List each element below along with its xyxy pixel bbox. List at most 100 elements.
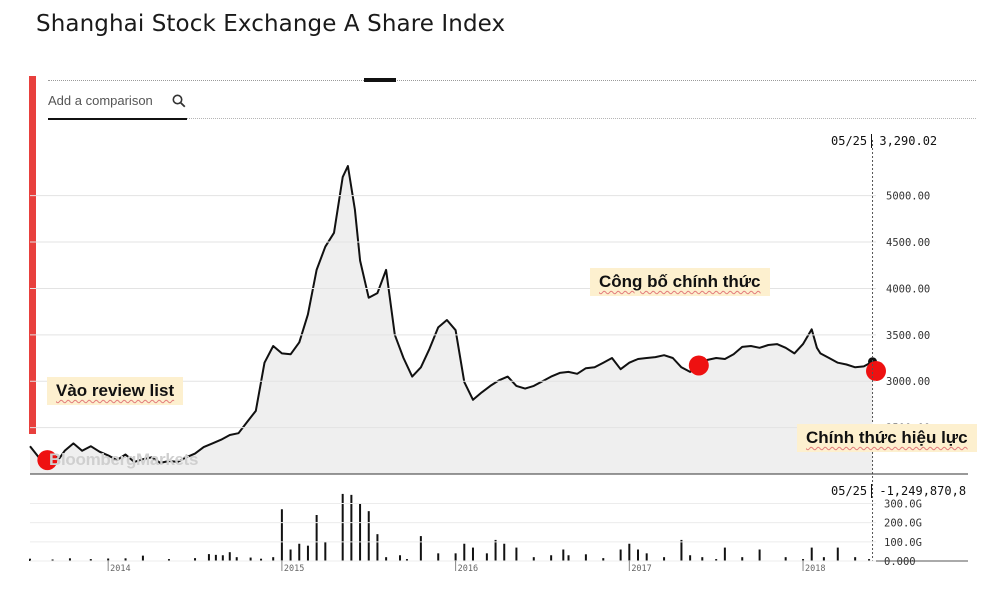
- volume-bar: [280, 509, 283, 561]
- price-readout-value: 3,290.02: [879, 134, 938, 148]
- volume-bar: [272, 557, 275, 561]
- volume-panel: [29, 493, 871, 561]
- volume-bar: [680, 539, 683, 561]
- volume-bar: [324, 541, 327, 561]
- annotation-effective: Chính thức hiệu lực: [797, 424, 977, 452]
- volume-bar: [532, 557, 535, 561]
- volume-readout-value: -1,249,870,8: [879, 484, 967, 498]
- price-readout: 05/25 3,290.02: [831, 134, 937, 148]
- volume-bar: [419, 536, 422, 561]
- volume-bar: [29, 558, 31, 561]
- volume-bar: [741, 557, 744, 561]
- volume-bar: [405, 559, 408, 561]
- toolbar-divider: [187, 118, 976, 119]
- volume-y-tick: 0.000: [884, 556, 916, 568]
- volume-bar: [515, 547, 518, 561]
- volume-y-tick: 300.0G: [884, 499, 922, 511]
- volume-bar: [298, 543, 301, 561]
- event-marker: [866, 361, 886, 382]
- volume-readout: 05/25 -1,249,870,8: [831, 484, 966, 498]
- volume-bar: [221, 555, 224, 561]
- volume-bar: [437, 553, 440, 561]
- volume-bar: [89, 559, 92, 561]
- price-line: [29, 165, 873, 464]
- volume-bar: [602, 558, 605, 561]
- volume-bar: [810, 547, 813, 561]
- volume-bar: [562, 549, 565, 561]
- add-comparison-input[interactable]: Add a comparison: [48, 93, 153, 108]
- volume-bar: [637, 549, 640, 561]
- volume-bar: [802, 559, 805, 561]
- volume-bar: [141, 555, 144, 561]
- volume-bar: [854, 557, 857, 561]
- volume-bar: [260, 558, 263, 561]
- x-tick-label: 2018: [805, 564, 825, 574]
- volume-bar: [51, 559, 54, 561]
- volume-bar: [207, 554, 210, 561]
- volume-bar: [124, 558, 127, 561]
- volume-bar: [663, 557, 666, 561]
- annotation-review-list: Vào review list: [47, 377, 184, 405]
- volume-bar: [822, 557, 825, 561]
- axes: 5000.004500.004000.003500.003000.002500.…: [30, 140, 968, 574]
- price-y-tick: 4500.00: [886, 237, 930, 249]
- volume-bar: [167, 559, 170, 561]
- annotation-official-announcement: Công bố chính thức: [590, 268, 770, 296]
- volume-bar: [463, 543, 466, 561]
- top-divider: [48, 80, 976, 81]
- volume-bar: [376, 534, 379, 561]
- x-tick-label: 2017: [631, 564, 651, 574]
- search-icon[interactable]: [172, 94, 186, 108]
- bloomberg-watermark: BloombergMarkets: [49, 450, 199, 469]
- volume-bar: [214, 554, 217, 561]
- volume-bar: [107, 558, 110, 561]
- volume-bar: [701, 557, 704, 561]
- volume-bar: [454, 553, 457, 561]
- volume-bar: [367, 511, 370, 561]
- volume-bar: [758, 549, 761, 561]
- accent-bar: [29, 76, 36, 434]
- volume-bar: [494, 539, 497, 561]
- volume-bar: [471, 547, 474, 561]
- volume-bar: [289, 549, 292, 561]
- volume-bar: [249, 557, 252, 561]
- volume-bar: [341, 493, 344, 561]
- event-marker: [37, 450, 58, 471]
- volume-bar: [689, 555, 692, 561]
- price-y-tick: 4000.00: [886, 283, 930, 295]
- price-panel: [29, 165, 886, 474]
- volume-bar: [228, 552, 231, 561]
- volume-bar: [645, 553, 648, 561]
- volume-bar: [385, 557, 388, 561]
- volume-bar: [350, 494, 353, 561]
- volume-bar: [359, 503, 362, 561]
- x-tick-label: 2014: [110, 564, 130, 574]
- volume-bar: [485, 553, 488, 561]
- volume-readout-date: 05/25: [831, 484, 873, 498]
- volume-bar: [715, 559, 718, 561]
- price-y-tick: 3500.00: [886, 330, 930, 342]
- volume-bar: [399, 555, 402, 561]
- volume-bar: [503, 543, 506, 561]
- x-tick-label: 2015: [284, 564, 304, 574]
- page-title: Shanghai Stock Exchange A Share Index: [36, 11, 506, 37]
- volume-y-tick: 200.0G: [884, 518, 922, 530]
- volume-bar: [723, 547, 726, 561]
- volume-bar: [784, 557, 787, 561]
- volume-bar: [567, 555, 570, 561]
- volume-bar: [68, 558, 71, 561]
- price-area: [30, 166, 873, 474]
- volume-bar: [306, 545, 309, 561]
- volume-bar: [235, 557, 238, 561]
- volume-bar: [315, 515, 318, 561]
- volume-bar: [550, 555, 553, 561]
- price-readout-date: 05/25: [831, 134, 873, 148]
- active-tab-indicator[interactable]: [364, 78, 396, 82]
- add-comparison-field[interactable]: Add a comparison: [48, 88, 187, 120]
- event-marker: [688, 355, 709, 376]
- price-y-tick: 3000.00: [886, 376, 930, 388]
- volume-bar: [584, 554, 587, 561]
- volume-bar: [836, 547, 839, 561]
- volume-bar: [868, 559, 871, 561]
